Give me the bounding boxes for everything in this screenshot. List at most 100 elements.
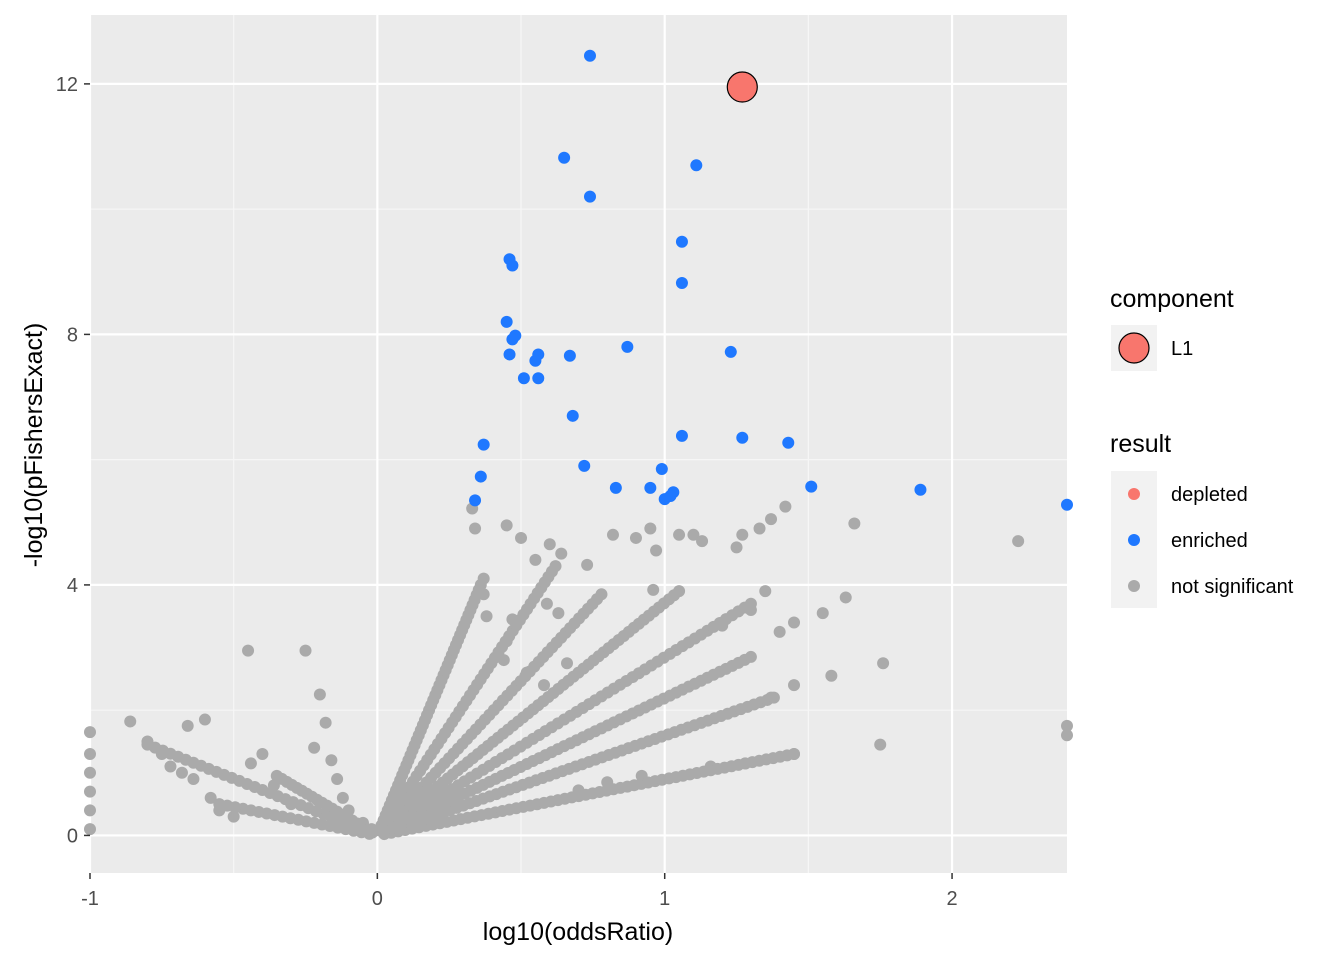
point-not-significant (650, 544, 663, 557)
point-not-significant (515, 531, 528, 544)
point-not-significant (874, 738, 887, 751)
point-not-significant (561, 657, 574, 670)
legend-result-title: result (1110, 430, 1171, 458)
point-enriched (469, 494, 482, 507)
point-enriched (477, 438, 490, 451)
point-not-significant (744, 597, 757, 610)
point-not-significant (644, 522, 657, 535)
point-not-significant (175, 766, 188, 779)
y-tick-label: 8 (67, 324, 78, 346)
y-tick-label: 12 (56, 74, 78, 96)
point-not-significant (647, 583, 660, 596)
point-enriched (675, 429, 688, 442)
point-not-significant (753, 522, 766, 535)
x-axis-ticks: -1 0 1 2 (81, 873, 958, 910)
point-enriched (506, 333, 519, 346)
point-enriched (500, 315, 513, 328)
legend-not-significant-swatch (1128, 580, 1140, 592)
point-enriched (506, 259, 519, 272)
point-not-significant (181, 719, 194, 732)
point-not-significant (773, 625, 786, 638)
point-not-significant (84, 785, 96, 798)
legend-enriched-label: enriched (1171, 530, 1248, 552)
legend-component-title: component (1110, 285, 1234, 313)
point-enriched (658, 493, 671, 506)
point-not-significant (816, 607, 829, 620)
point-not-significant (84, 804, 96, 817)
point-not-significant (529, 553, 542, 566)
point-not-significant (84, 766, 96, 779)
point-enriched (563, 349, 576, 362)
point-enriched (655, 463, 668, 476)
not-significant-points (84, 500, 1073, 841)
point-not-significant (696, 535, 709, 548)
point-not-significant (788, 679, 801, 692)
point-enriched (517, 372, 530, 385)
plot-panel (90, 15, 1067, 873)
point-not-significant (204, 791, 217, 804)
point-not-significant (124, 715, 137, 728)
point-enriched (566, 409, 579, 422)
point-not-significant (555, 547, 568, 560)
point-not-significant (767, 691, 780, 704)
point-not-significant (788, 616, 801, 629)
y-tick-label: 4 (67, 575, 78, 597)
point-enriched (621, 340, 634, 353)
point-enriched (644, 481, 657, 494)
x-tick-label: -1 (81, 888, 99, 910)
legend-not-significant-label: not significant (1171, 576, 1294, 598)
x-tick-label: 0 (372, 888, 383, 910)
point-not-significant (687, 528, 700, 541)
point-not-significant (629, 531, 642, 544)
point-not-significant (244, 757, 257, 770)
point-not-significant (606, 528, 619, 541)
x-axis-title: log10(oddsRatio) (483, 918, 673, 946)
point-enriched (1061, 498, 1073, 511)
point-enriched (529, 354, 542, 367)
point-not-significant (744, 650, 757, 663)
legend-l1-swatch (1118, 332, 1150, 364)
point-not-significant (242, 644, 255, 657)
point-not-significant (325, 754, 338, 767)
y-axis-ticks: 0 4 8 12 (56, 74, 90, 847)
point-enriched (736, 431, 749, 444)
point-not-significant (319, 716, 332, 729)
legend-enriched-swatch (1128, 534, 1140, 546)
point-enriched (609, 481, 622, 494)
legend-l1-label: L1 (1171, 338, 1193, 360)
point-not-significant (825, 669, 838, 682)
point-not-significant (270, 769, 283, 782)
x-tick-label: 1 (659, 888, 670, 910)
point-enriched (675, 277, 688, 290)
point-not-significant (227, 810, 240, 823)
point-not-significant (141, 738, 154, 751)
point-not-significant (308, 741, 321, 754)
point-not-significant (1061, 719, 1073, 732)
point-not-significant (299, 644, 312, 657)
point-not-significant (595, 588, 608, 601)
point-not-significant (673, 528, 686, 541)
y-axis-title: -log10(pFishersExact) (20, 323, 48, 568)
point-not-significant (540, 597, 553, 610)
legend-component: component L1 (1110, 285, 1234, 371)
point-not-significant (736, 528, 749, 541)
point-not-significant (84, 823, 96, 836)
point-not-significant (543, 538, 556, 551)
point-not-significant (673, 585, 686, 598)
point-not-significant (788, 748, 801, 761)
point-not-significant (331, 773, 344, 786)
point-not-significant (187, 773, 200, 786)
point-enriched (782, 436, 795, 449)
point-enriched (675, 235, 688, 248)
point-enriched (583, 49, 596, 62)
point-enriched (914, 483, 927, 496)
point-not-significant (877, 657, 890, 670)
enriched-points (469, 49, 1073, 511)
point-not-significant (84, 726, 96, 739)
point-enriched (474, 470, 487, 483)
point-not-significant (759, 585, 772, 598)
legend-result: result depleted enriched not significant (1110, 430, 1294, 608)
point-enriched (532, 372, 545, 385)
point-not-significant (730, 541, 743, 554)
